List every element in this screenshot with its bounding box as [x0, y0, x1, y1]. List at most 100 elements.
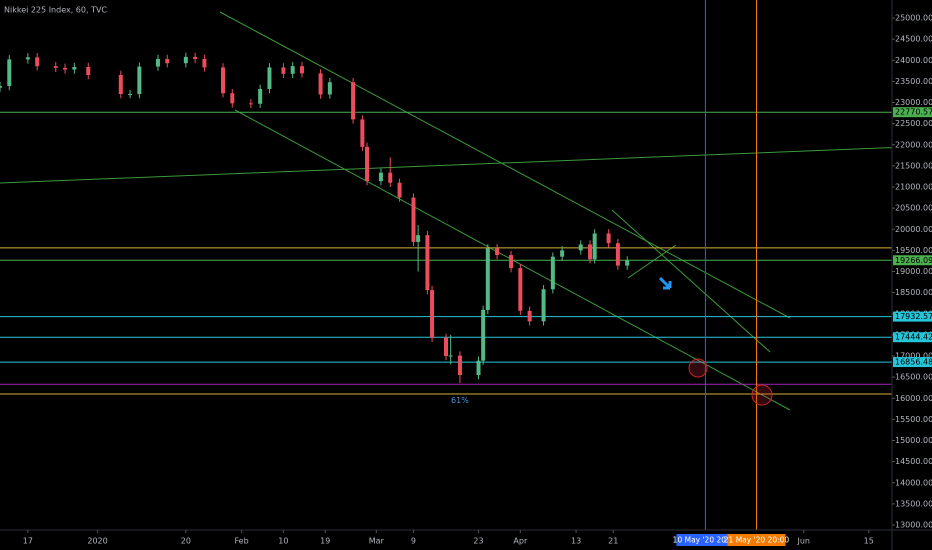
arrow [658, 276, 672, 290]
x-tick-label: 10 [278, 537, 288, 546]
x-tick-label: 15 [864, 537, 874, 546]
candle-body [397, 182, 402, 198]
candle-body [327, 82, 332, 95]
candle-body [137, 66, 142, 95]
candle-body [258, 88, 263, 104]
candle-body [183, 56, 188, 64]
x-tick-label: 19 [320, 537, 330, 546]
candle-body [128, 94, 133, 96]
level-label-box [893, 332, 932, 343]
candle-body [411, 197, 416, 242]
y-tick-label: 24500.00 [895, 35, 932, 44]
candle-body [416, 235, 421, 242]
time-label: 10 May '20 20:00 [673, 536, 739, 545]
y-tick-label: 25000.00 [895, 14, 932, 23]
candle-body [592, 233, 597, 260]
overlays [658, 276, 773, 406]
y-tick-label: 19000.00 [895, 267, 932, 276]
candle-body [495, 248, 500, 256]
candle-body [457, 355, 462, 376]
candle-body [388, 172, 393, 183]
candle-body [202, 58, 207, 68]
y-tick-label: 19500.00 [895, 246, 932, 255]
candle-body [588, 244, 593, 260]
candle-body [476, 360, 481, 376]
chart-title: Nikkei 225 Index, 60, TVC [4, 6, 107, 15]
candle-body [299, 66, 304, 74]
candle-body [63, 67, 68, 70]
y-tick-label: 20500.00 [895, 204, 932, 213]
level-label: 17444.42 [895, 333, 932, 342]
level-label: 22770.57 [895, 108, 932, 117]
x-tick-label: 13 [571, 537, 581, 546]
candle-body [25, 57, 30, 60]
y-tick-label: 16000.00 [895, 394, 932, 403]
candle-body [378, 172, 383, 182]
candle-body [606, 233, 611, 244]
candle-body [281, 67, 286, 74]
candle-body [221, 67, 225, 94]
candle-body [230, 93, 235, 104]
plot [0, 0, 892, 530]
y-tick-label: 18500.00 [895, 288, 932, 297]
y-tick-label: 20000.00 [895, 225, 932, 234]
x-tick-label: 2020 [87, 537, 107, 546]
price-axis [892, 0, 932, 550]
trend-line [611, 209, 771, 353]
candle-body [351, 82, 356, 120]
level-label: 19266.09 [895, 256, 932, 265]
candle-body [72, 67, 77, 70]
candle-body [365, 146, 370, 182]
candle-body [518, 268, 523, 311]
y-tick-label: 22500.00 [895, 119, 932, 128]
candle-body [550, 256, 555, 290]
candle-body [481, 309, 486, 361]
level-label-box [893, 311, 932, 322]
y-tick-label: 23000.00 [895, 98, 932, 107]
level-label-box [893, 107, 932, 118]
level-label: 16856.48 [895, 358, 932, 367]
x-tick-label: 17 [23, 537, 33, 546]
candle-body [430, 290, 435, 338]
level-label-box [893, 255, 932, 266]
time-label: 21 May '20 20:00 [724, 536, 790, 545]
y-tick-label: 15000.00 [895, 436, 932, 445]
candle-body [0, 86, 2, 88]
level-label-box [893, 357, 932, 368]
x-tick-label: Apr [513, 537, 528, 546]
trend-line [627, 244, 677, 279]
candle-body [360, 119, 365, 147]
x-tick-label: 23 [473, 537, 483, 546]
x-tick-label: 9 [411, 537, 416, 546]
candle-body [193, 56, 198, 59]
y-tick-label: 17000.00 [895, 352, 932, 361]
y-tick-label: 24000.00 [895, 56, 932, 65]
candle-body [7, 59, 12, 87]
x-tick-label: 20 [181, 537, 191, 546]
candle-body [165, 58, 170, 64]
x-tick-label: Jun [796, 537, 810, 546]
candle-body [485, 248, 490, 310]
candle-body [155, 58, 160, 67]
y-tick-label: 14000.00 [895, 478, 932, 487]
y-tick-label: 15500.00 [895, 415, 932, 424]
candle-body [444, 337, 448, 356]
level-label: 17932.57 [895, 312, 932, 321]
candle-body [290, 66, 295, 74]
candle-body [560, 250, 565, 257]
y-tick-label: 13000.00 [895, 521, 932, 530]
time-label-box [727, 534, 786, 546]
candle-body [425, 235, 430, 291]
highlight-circle [688, 358, 708, 378]
candle-body [448, 355, 453, 357]
candle-body [527, 310, 532, 322]
candle-body [318, 73, 323, 95]
candle-body [53, 66, 58, 68]
y-tick-label: 21500.00 [895, 161, 932, 170]
y-tick-label: 22000.00 [895, 140, 932, 149]
candle-body [509, 255, 514, 269]
candle-body [615, 243, 620, 266]
